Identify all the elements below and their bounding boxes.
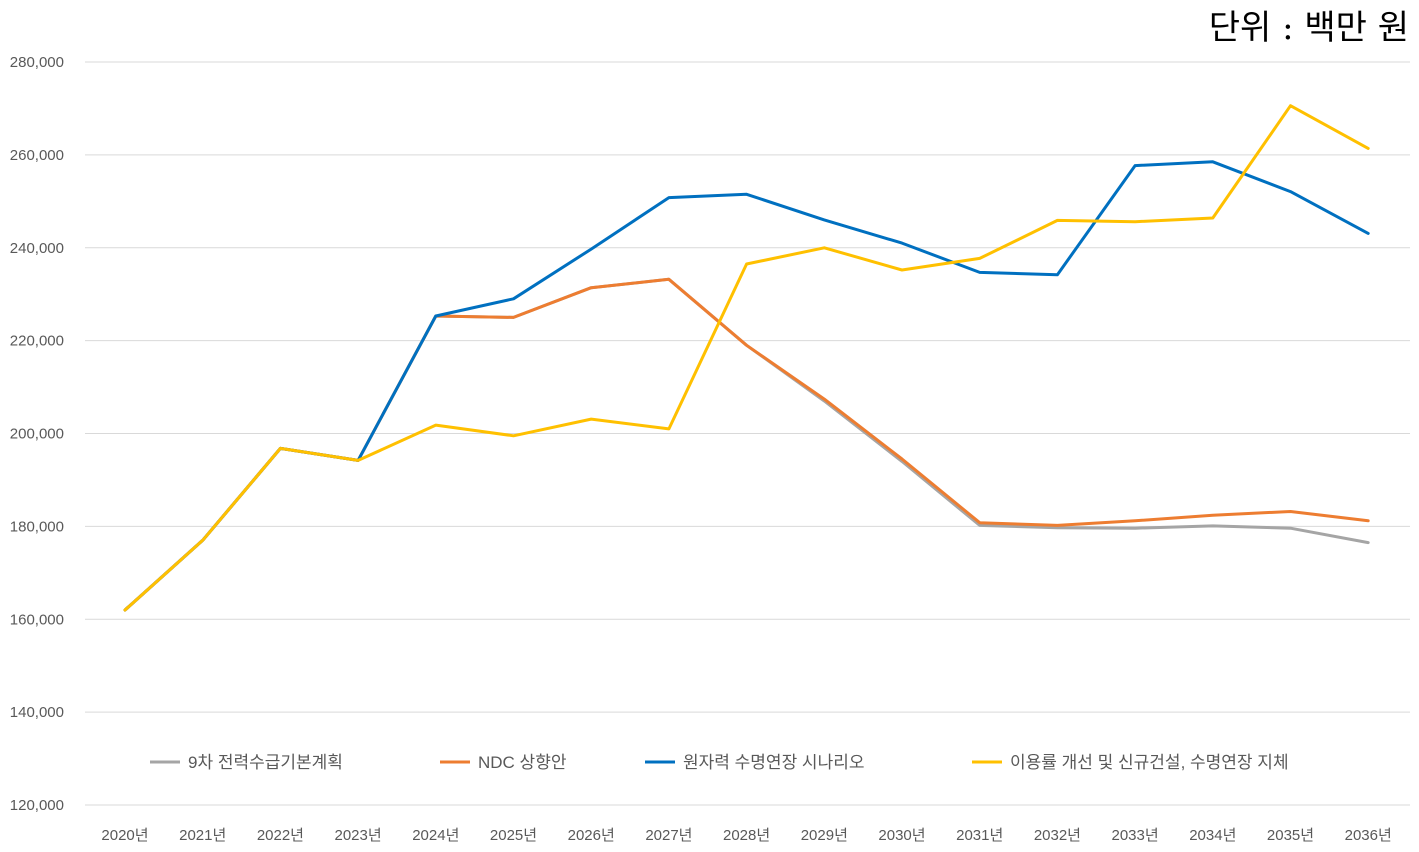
y-tick-label: 140,000 — [10, 704, 64, 721]
x-tick-label: 2022년 — [257, 827, 304, 844]
x-tick-label: 2029년 — [801, 827, 848, 844]
legend-item-4: 이용률 개선 및 신규건설, 수명연장 지체 — [972, 753, 1289, 772]
x-tick-label: 2027년 — [645, 827, 692, 844]
unit-label: 단위 : 백만 원 — [1208, 8, 1409, 48]
legend-label: 9차 전력수급기본계획 — [188, 753, 343, 772]
series-line-4 — [123, 104, 1370, 612]
legend-item-1: 9차 전력수급기본계획 — [150, 753, 343, 772]
legend-item-3: 원자력 수명연장 시나리오 — [645, 753, 865, 772]
legend-label: 이용률 개선 및 신규건설, 수명연장 지체 — [1010, 753, 1289, 772]
y-tick-label: 200,000 — [10, 426, 64, 443]
x-axis-ticks: 2020년 2021년 2022년 2023년 2024년 2025년 2026년 2027년… — [101, 827, 1391, 844]
y-tick-label: 260,000 — [10, 147, 64, 164]
x-tick-label: 2033년 — [1112, 827, 1159, 844]
grid-lines — [85, 61, 1410, 806]
y-tick-label: 240,000 — [10, 240, 64, 257]
x-tick-label: 2030년 — [878, 827, 925, 844]
series-line-2 — [123, 277, 1370, 612]
y-tick-label: 120,000 — [10, 797, 64, 814]
legend: 9차 전력수급기본계획 NDC 상향안 원자력 수명연장 시나리오 이용률 개선 및 … — [150, 753, 1289, 772]
y-tick-label: 160,000 — [10, 611, 64, 628]
x-tick-label: 2035년 — [1267, 827, 1314, 844]
x-tick-label: 2028년 — [723, 827, 770, 844]
x-tick-label: 2023년 — [335, 827, 382, 844]
x-tick-label: 2032년 — [1034, 827, 1081, 844]
x-tick-label: 2020년 — [101, 827, 148, 844]
x-tick-label: 2021년 — [179, 827, 226, 844]
y-axis-ticks: 120,000 140,000 160,000 180,000 200,000 220,0… — [10, 54, 64, 814]
y-tick-label: 180,000 — [10, 518, 64, 535]
series-lines — [123, 104, 1370, 612]
legend-item-2: NDC 상향안 — [440, 753, 567, 772]
y-tick-label: 220,000 — [10, 333, 64, 350]
y-tick-label: 280,000 — [10, 54, 64, 71]
legend-label: NDC 상향안 — [478, 753, 567, 772]
x-tick-label: 2036년 — [1345, 827, 1392, 844]
legend-label: 원자력 수명연장 시나리오 — [683, 753, 865, 772]
x-tick-label: 2025년 — [490, 827, 537, 844]
x-tick-label: 2026년 — [568, 827, 615, 844]
series-line-1 — [123, 277, 1370, 612]
series-line-3 — [123, 160, 1370, 612]
x-tick-label: 2031년 — [956, 827, 1003, 844]
x-tick-label: 2024년 — [412, 827, 459, 844]
x-tick-label: 2034년 — [1189, 827, 1236, 844]
